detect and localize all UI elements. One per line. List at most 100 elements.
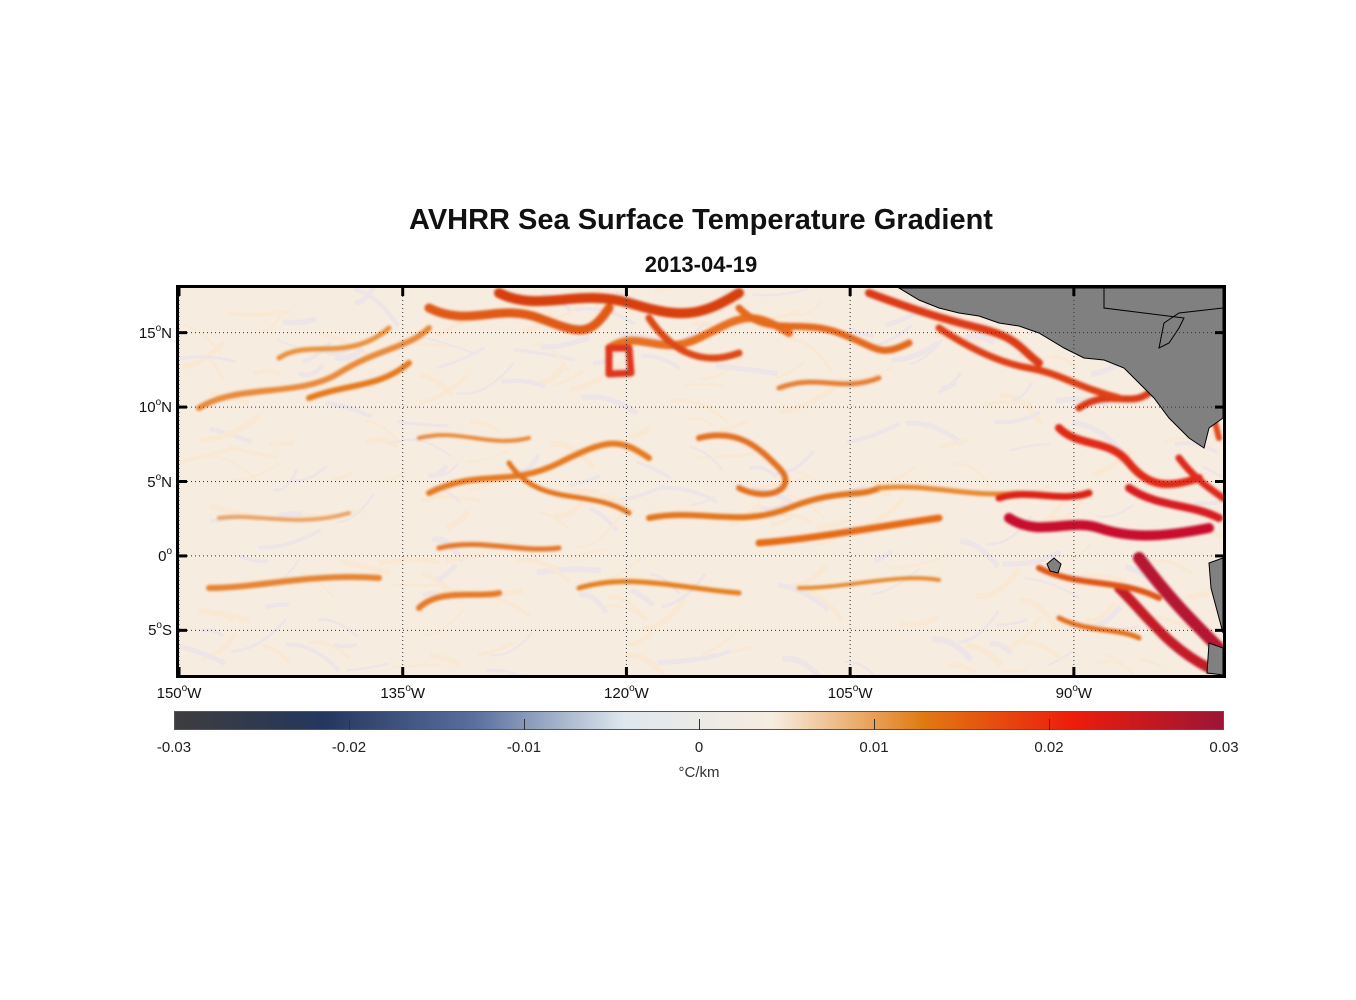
texture-streak bbox=[285, 642, 341, 672]
texture-streak bbox=[888, 553, 949, 569]
texture-streak bbox=[1002, 549, 1062, 567]
colorbar-tick-label: 0.03 bbox=[1209, 739, 1239, 756]
texture-streak bbox=[688, 417, 714, 427]
texture-streak bbox=[649, 572, 681, 595]
texture-streak bbox=[905, 420, 964, 446]
texture-streak bbox=[1104, 653, 1136, 675]
texture-streak bbox=[937, 438, 968, 450]
lat-tick-label: 5oS bbox=[148, 620, 172, 640]
texture-streak bbox=[435, 562, 458, 583]
texture-streak bbox=[330, 470, 354, 481]
texture-streak bbox=[418, 373, 455, 398]
texture-streak bbox=[793, 299, 824, 317]
texture-streak bbox=[536, 566, 601, 576]
texture-streak bbox=[264, 602, 289, 610]
lon-tick-label: 90oW bbox=[1055, 683, 1093, 702]
texture-streak bbox=[684, 383, 724, 387]
gradient-front bbox=[426, 440, 652, 496]
colorbar-tick bbox=[349, 719, 350, 730]
gradient-front bbox=[605, 344, 635, 378]
texture-streak bbox=[873, 548, 894, 564]
texture-streak bbox=[984, 400, 1033, 407]
gradient-front bbox=[1114, 583, 1214, 673]
texture-streak bbox=[336, 493, 375, 524]
texture-streak bbox=[777, 582, 831, 612]
texture-streak bbox=[811, 537, 838, 546]
gradient-front bbox=[1004, 513, 1214, 541]
texture-streak bbox=[989, 641, 1014, 656]
texture-streak bbox=[198, 608, 250, 623]
texture-streak bbox=[365, 436, 400, 449]
texture-streak bbox=[749, 465, 778, 479]
texture-streak bbox=[1024, 577, 1080, 599]
lon-tick-label: 150oW bbox=[156, 683, 202, 702]
texture-streak bbox=[839, 365, 894, 381]
gradient-front bbox=[735, 304, 913, 354]
gradient-front bbox=[1125, 484, 1223, 522]
texture-streak bbox=[179, 447, 231, 465]
texture-streak bbox=[418, 373, 470, 405]
texture-streak bbox=[699, 354, 746, 381]
texture-streak bbox=[575, 511, 623, 548]
texture-streak bbox=[309, 640, 351, 660]
texture-streak bbox=[660, 572, 707, 609]
texture-streak bbox=[184, 324, 224, 356]
texture-streak bbox=[179, 643, 227, 666]
texture-streak bbox=[1069, 542, 1092, 561]
gradient-front bbox=[935, 324, 1123, 402]
lat-tick-label: 5oN bbox=[147, 471, 172, 491]
texture-streak bbox=[318, 618, 359, 638]
texture-streak bbox=[581, 394, 639, 416]
texture-streak bbox=[1096, 503, 1135, 518]
texture-streak bbox=[607, 594, 649, 622]
texture-streak bbox=[468, 466, 510, 493]
lat-tick-label: 0o bbox=[158, 545, 172, 565]
lat-tick-label: 15oN bbox=[138, 322, 172, 342]
sst-gradient-map bbox=[179, 288, 1223, 675]
texture-streak bbox=[272, 468, 299, 492]
texture-streak bbox=[689, 445, 724, 472]
gradient-front bbox=[206, 573, 382, 591]
texture-streak bbox=[513, 348, 575, 362]
texture-streak bbox=[848, 327, 875, 339]
texture-streak bbox=[779, 384, 837, 415]
texture-streak bbox=[376, 470, 406, 483]
gradient-front bbox=[696, 432, 789, 498]
colorbar-tick-label: -0.01 bbox=[506, 739, 542, 756]
texture-streak bbox=[624, 652, 667, 675]
texture-streak bbox=[268, 440, 295, 447]
texture-streak bbox=[715, 363, 778, 377]
colorbar-tick bbox=[874, 719, 875, 730]
texture-streak bbox=[456, 362, 515, 395]
texture-streak bbox=[957, 609, 1000, 644]
texture-streak bbox=[517, 453, 541, 474]
lat-tick-label: 10oN bbox=[138, 397, 172, 417]
gradient-front bbox=[576, 579, 742, 596]
texture-streak bbox=[629, 426, 651, 441]
gradient-front bbox=[1055, 424, 1203, 489]
texture-streak bbox=[569, 359, 628, 392]
gradient-front bbox=[417, 433, 531, 443]
chart-date: 2013-04-19 bbox=[644, 252, 758, 277]
gradient-front bbox=[797, 576, 941, 590]
map-panel[interactable] bbox=[176, 285, 1226, 678]
texture-streak bbox=[952, 462, 993, 490]
texture-streak bbox=[1049, 355, 1077, 370]
texture-streak bbox=[231, 462, 280, 482]
colorbar-tick-label: -0.03 bbox=[156, 739, 192, 756]
texture-streak bbox=[909, 338, 944, 366]
texture-streak bbox=[844, 660, 875, 675]
texture-streak bbox=[181, 340, 226, 370]
gradient-front bbox=[755, 514, 943, 547]
texture-streak bbox=[252, 368, 282, 377]
land-mass bbox=[1208, 557, 1223, 634]
texture-streak bbox=[931, 636, 974, 662]
gradient-front bbox=[1056, 615, 1142, 641]
texture-streak bbox=[258, 313, 283, 333]
texture-streak bbox=[1085, 601, 1117, 623]
texture-streak bbox=[1174, 441, 1218, 454]
texture-streak bbox=[470, 419, 501, 434]
texture-streak bbox=[995, 618, 1028, 627]
texture-streak bbox=[1153, 559, 1193, 576]
texture-streak bbox=[769, 514, 795, 527]
